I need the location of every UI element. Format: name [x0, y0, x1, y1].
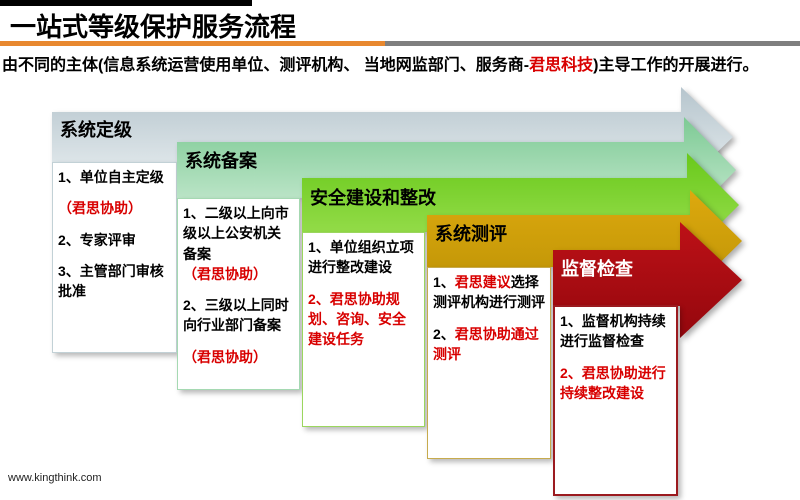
stage-title: 系统定级	[60, 120, 132, 140]
page-title: 一站式等级保护服务流程	[10, 12, 297, 42]
stage-detail-box: 1、监督机构持续进行监督检查 2、君思协助进行持续整改建设	[553, 305, 678, 496]
stage-title: 系统备案	[185, 151, 257, 171]
stage-detail-box: 1、二级以上向市级以上公安机关备案（君思协助） 2、三级以上同时向行业部门备案 （君…	[177, 198, 300, 390]
stage-detail-box: 1、单位组织立项进行整改建设 2、君思协助规划、咨询、安全建设任务	[302, 232, 425, 427]
stage-title: 安全建设和整改	[310, 188, 436, 208]
stage-detail-box: 1、君思建议选择测评机构进行测评 2、君思协助通过测评	[427, 267, 551, 459]
top-black-bar	[0, 0, 252, 6]
website-url: www.kingthink.com	[8, 472, 102, 484]
stage-detail-box: 1、单位自主定级 （君思协助） 2、专家评审 3、主管部门审核批准	[52, 162, 177, 353]
slide-subtitle: 由不同的主体(信息系统运营使用单位、测评机构、 当地网监部门、服务商-君思科技)…	[2, 57, 759, 74]
stage-title: 监督检查	[561, 259, 633, 279]
stage-title: 系统测评	[435, 224, 507, 244]
stage-arrow	[553, 222, 742, 338]
title-accent-bar-gray	[385, 41, 800, 46]
title-accent-bar-orange	[0, 41, 385, 46]
